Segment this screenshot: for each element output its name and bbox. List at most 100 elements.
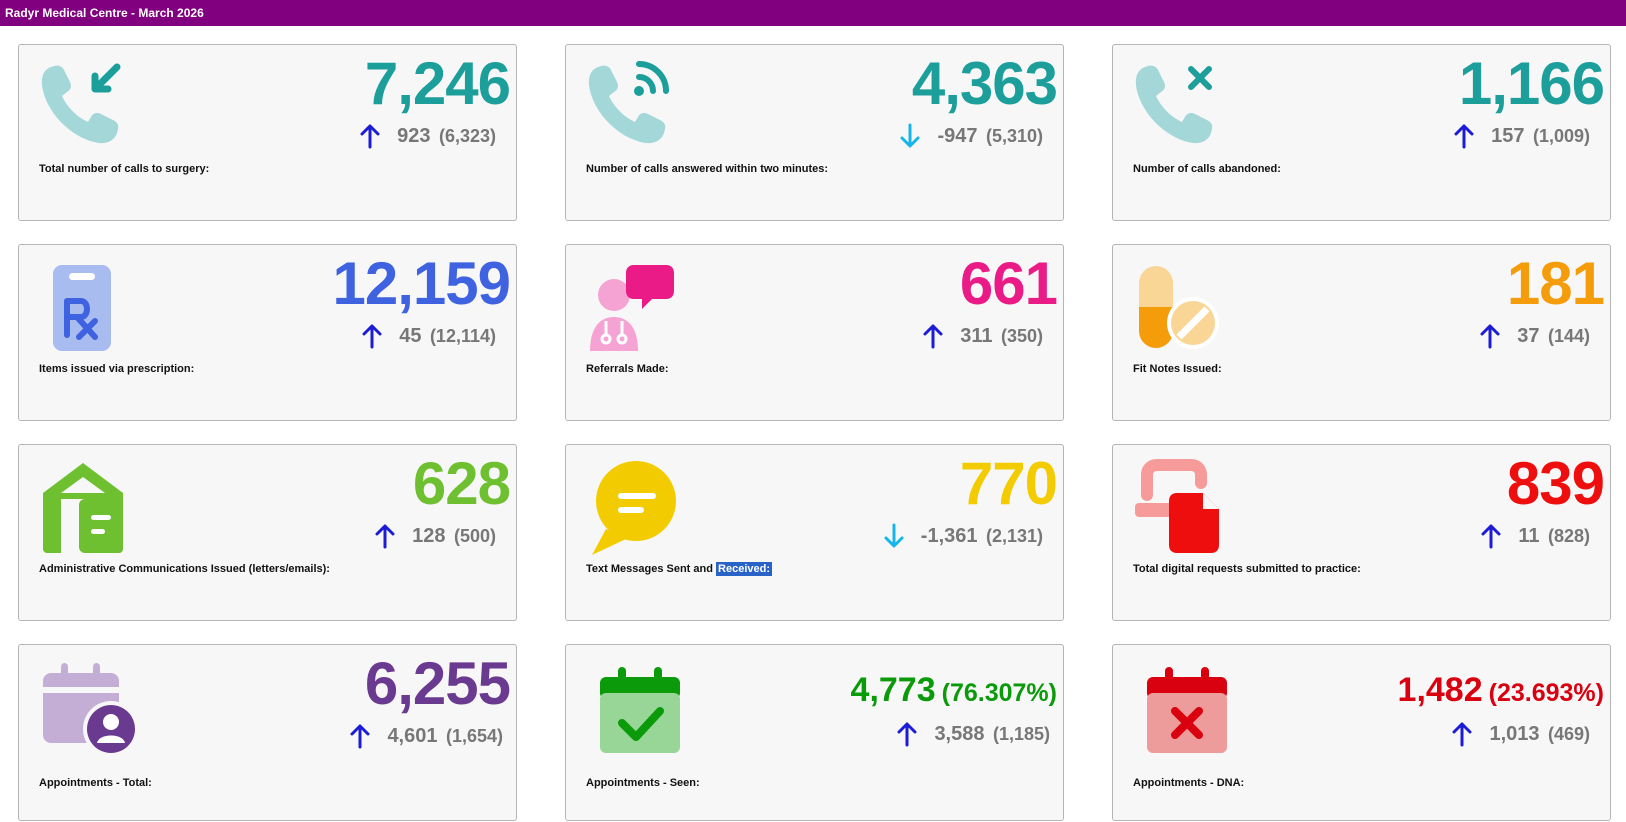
stat-card-digital-requests: 839 11 (828) Total digital requests subm… xyxy=(1112,444,1611,621)
stat-delta: 45 (12,114) xyxy=(359,321,496,351)
stat-card-text-messages: 770 -1,361 (2,131) Text Messages Sent an… xyxy=(565,444,1064,621)
stat-delta: 4,601 (1,654) xyxy=(347,721,503,751)
stat-previous: (1,654) xyxy=(445,726,503,746)
stat-value: 4,773 (76.307%) xyxy=(851,667,1057,716)
stat-label: Administrative Communications Issued (le… xyxy=(39,563,330,575)
stat-card-calls-answered: 4,363 -947 (5,310) Number of calls answe… xyxy=(565,44,1064,221)
stat-delta: 11 (828) xyxy=(1478,521,1590,551)
stat-value: 1,166 xyxy=(1458,50,1605,117)
stat-change: 4,601 xyxy=(387,725,438,747)
stat-delta: 3,588 (1,185) xyxy=(894,719,1050,749)
arrow-up-icon xyxy=(347,723,373,749)
arrow-up-icon xyxy=(894,721,920,747)
stat-label: Appointments - DNA: xyxy=(1133,777,1245,789)
stat-value: 4,363 xyxy=(911,50,1058,117)
stat-value: 181 xyxy=(1506,250,1605,317)
stat-value: 839 xyxy=(1506,450,1605,517)
stat-label-text: Text Messages Sent and xyxy=(586,563,717,575)
stat-card-fit-notes: 181 37 (144) Fit Notes Issued: xyxy=(1112,244,1611,421)
house-mail-icon xyxy=(37,459,137,559)
phone-incoming-icon xyxy=(37,59,137,159)
stat-previous: (5,310) xyxy=(985,126,1043,146)
arrow-up-icon xyxy=(1478,523,1504,549)
stats-grid: 7,246 923 (6,323) Total number of calls … xyxy=(18,44,1611,821)
stat-card-admin-communications: 628 128 (500) Administrative Communicati… xyxy=(18,444,517,621)
calendar-check-icon xyxy=(598,667,698,767)
stat-change: 128 xyxy=(412,525,446,547)
stat-value: 6,255 xyxy=(364,650,511,717)
stat-label: Items issued via prescription: xyxy=(39,363,195,375)
stat-value-number: 4,773 xyxy=(850,671,936,709)
stat-previous: (469) xyxy=(1547,724,1590,744)
stat-change: 3,588 xyxy=(934,723,985,745)
calendar-x-icon xyxy=(1145,667,1245,767)
arrow-down-icon xyxy=(897,123,923,149)
stat-change: 157 xyxy=(1491,125,1525,147)
arrow-up-icon xyxy=(1449,721,1475,747)
stat-delta: 128 (500) xyxy=(372,521,496,551)
stat-value: 661 xyxy=(959,250,1058,317)
stat-value-number: 1,482 xyxy=(1397,671,1483,709)
stat-card-appointments-seen: 4,773 (76.307%) 3,588 (1,185) Appointment… xyxy=(565,644,1064,821)
stat-value: 770 xyxy=(959,450,1058,517)
stat-delta: 37 (144) xyxy=(1477,321,1590,351)
arrow-up-icon xyxy=(372,523,398,549)
selected-text[interactable]: Received: xyxy=(716,562,772,576)
stat-change: 37 xyxy=(1517,325,1540,347)
stat-delta: -947 (5,310) xyxy=(897,121,1043,151)
speech-bubble-icon xyxy=(584,459,684,559)
stat-previous: (144) xyxy=(1547,326,1590,346)
phone-missed-icon xyxy=(1131,59,1231,159)
arrow-up-icon xyxy=(920,323,946,349)
stat-change: -947 xyxy=(937,125,978,147)
stat-card-referrals: 661 311 (350) Referrals Made: xyxy=(565,244,1064,421)
stat-card-prescriptions: 12,159 45 (12,114) Items issued via pres… xyxy=(18,244,517,421)
stat-change: 311 xyxy=(960,325,993,347)
stat-previous: (6,323) xyxy=(438,126,496,146)
page-title: Radyr Medical Centre - March 2026 xyxy=(5,6,204,20)
stat-delta: -1,361 (2,131) xyxy=(881,521,1043,551)
stat-label: Fit Notes Issued: xyxy=(1133,363,1222,375)
stat-percent: (23.693%) xyxy=(1488,679,1604,707)
stat-change: 45 xyxy=(399,325,422,347)
stat-label: Total digital requests submitted to prac… xyxy=(1133,563,1361,575)
stat-delta: 157 (1,009) xyxy=(1451,121,1590,151)
stat-value: 628 xyxy=(412,450,511,517)
arrow-up-icon xyxy=(357,123,383,149)
stat-previous: (1,185) xyxy=(992,724,1050,744)
stat-label: Appointments - Seen: xyxy=(586,777,700,789)
stat-change: 11 xyxy=(1518,525,1540,547)
arrow-up-icon xyxy=(1477,323,1503,349)
stat-value: 7,246 xyxy=(364,50,511,117)
stat-percent: (76.307%) xyxy=(941,679,1057,707)
stat-delta: 1,013 (469) xyxy=(1449,719,1590,749)
stat-label: Number of calls answered within two minu… xyxy=(586,163,829,175)
arrow-up-icon xyxy=(359,323,385,349)
arrow-up-icon xyxy=(1451,123,1477,149)
device-document-icon xyxy=(1131,459,1231,559)
stat-previous: (500) xyxy=(453,526,496,546)
stat-value: 12,159 xyxy=(332,250,511,317)
stat-change: 923 xyxy=(397,125,431,147)
stat-label: Text Messages Sent and Received: xyxy=(586,562,772,576)
phone-wifi-icon xyxy=(584,59,684,159)
stat-previous: (12,114) xyxy=(429,326,496,346)
stat-label: Total number of calls to surgery: xyxy=(39,163,210,175)
stat-label: Referrals Made: xyxy=(586,363,669,375)
doctor-chat-icon xyxy=(584,259,684,359)
stat-card-appointments-dna: 1,482 (23.693%) 1,013 (469) Appointments … xyxy=(1112,644,1611,821)
stat-delta: 311 (350) xyxy=(920,321,1043,351)
stat-change: -1,361 xyxy=(920,525,978,547)
arrow-down-icon xyxy=(881,523,907,549)
stat-previous: (350) xyxy=(1000,326,1043,346)
stat-previous: (828) xyxy=(1547,526,1590,546)
stat-change: 1,013 xyxy=(1489,723,1540,745)
stat-previous: (1,009) xyxy=(1532,126,1590,146)
page-header: Radyr Medical Centre - March 2026 xyxy=(0,0,1626,26)
stat-delta: 923 (6,323) xyxy=(357,121,496,151)
stat-card-total-calls: 7,246 923 (6,323) Total number of calls … xyxy=(18,44,517,221)
stat-card-appointments-total: 6,255 4,601 (1,654) Appointments - Total… xyxy=(18,644,517,821)
stat-previous: (2,131) xyxy=(985,526,1043,546)
stat-value: 1,482 (23.693%) xyxy=(1398,667,1604,716)
prescription-clipboard-icon xyxy=(37,259,137,359)
